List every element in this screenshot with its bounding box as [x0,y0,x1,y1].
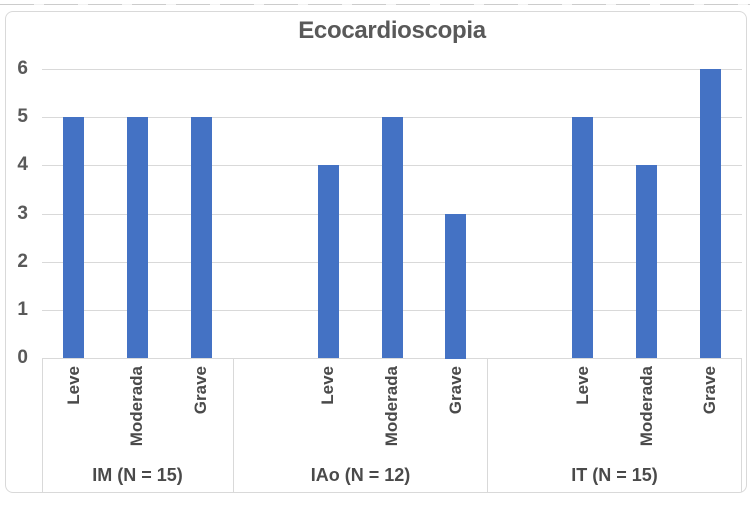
axis-group-divider [42,358,43,492]
bar-iao-leve [318,165,339,358]
y-axis-tick-label: 2 [17,251,28,272]
gridline-6 [42,69,742,70]
bar-im-moderada [127,117,148,358]
axis-group-divider [741,358,742,492]
y-axis-tick-label: 3 [17,203,28,224]
bar-iao-moderada [382,117,403,358]
gridline-0 [42,358,742,359]
axis-group-divider [233,358,234,492]
axis-group-divider [487,358,488,492]
y-axis-tick-label: 6 [17,58,28,79]
y-axis-tick-label: 1 [17,299,28,320]
bar-it-moderada [636,165,657,358]
bar-it-grave [700,69,721,358]
group-label: IM (N = 15) [92,465,183,485]
bar-im-leve [63,117,84,358]
document-top-border [0,4,750,5]
group-label: IT (N = 15) [571,465,658,485]
group-label: IAo (N = 12) [310,465,411,485]
y-axis-tick-label: 4 [17,154,28,175]
bar-it-leve [572,117,593,358]
y-axis-tick-label: 5 [17,106,28,127]
y-axis-tick-label: 0 [17,347,28,368]
chart-title: Ecocardioscopia [298,17,486,44]
bar-iao-grave [445,214,466,359]
bar-im-grave [191,117,212,358]
